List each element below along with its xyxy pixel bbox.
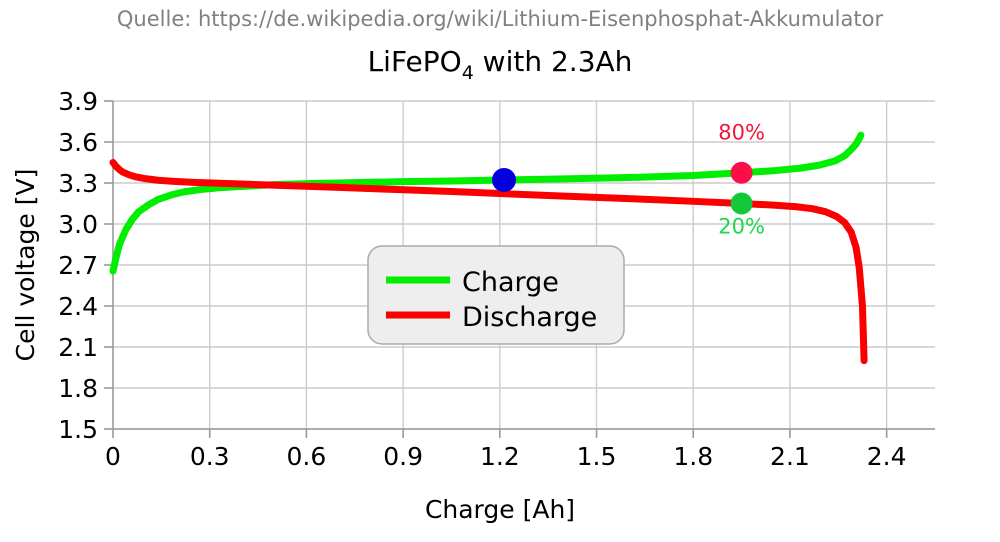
- x-tick-label: 1.2: [480, 442, 520, 471]
- y-tick-label: 1.5: [58, 415, 98, 444]
- charge-80-percent-marker: [730, 161, 753, 184]
- chart-title-suffix: with 2.3Ah: [474, 45, 633, 78]
- discharge-20-percent-marker: [730, 192, 753, 215]
- chart-legend[interactable]: Charge Discharge: [367, 245, 625, 345]
- chart-title: LiFePO4 with 2.3Ah: [368, 45, 633, 84]
- annotations-group: 80% 20%: [718, 120, 765, 238]
- legend-label-discharge[interactable]: Discharge: [462, 302, 597, 333]
- chart-title-prefix: LiFePO: [368, 45, 462, 78]
- x-tick-label: 1.5: [577, 442, 617, 471]
- y-axis-title: Cell voltage [V]: [11, 169, 40, 362]
- y-tick-label: 2.4: [58, 292, 98, 321]
- x-tick-label: 2.4: [867, 442, 907, 471]
- crossover-marker: [492, 167, 517, 192]
- series-line-charge: [109, 131, 865, 275]
- annotation-20-percent: 20%: [718, 215, 765, 239]
- legend-background: [367, 245, 625, 345]
- y-tick-label: 2.7: [58, 251, 98, 280]
- y-axis-tick-labels: 1.5 1.8 2.1 2.4 2.7 3.0 3.3 3.6 3.9: [58, 87, 98, 444]
- x-tick-label: 0: [105, 442, 121, 471]
- annotation-80-percent: 80%: [718, 120, 765, 144]
- x-tick-label: 0.6: [287, 442, 327, 471]
- x-tick-label: 1.8: [673, 442, 713, 471]
- x-tick-label: 0.9: [383, 442, 423, 471]
- series-line-discharge: [109, 159, 868, 365]
- x-tick-label: 0.3: [190, 442, 230, 471]
- source-attribution: Quelle: https://de.wikipedia.org/wiki/Li…: [117, 7, 884, 31]
- y-tick-label: 3.9: [58, 87, 98, 116]
- data-series-group: [109, 131, 868, 365]
- y-tick-label: 3.6: [58, 128, 98, 157]
- x-axis-tick-labels: 0 0.3 0.6 0.9 1.2 1.5 1.8 2.1 2.4: [105, 442, 906, 471]
- chart-title-subscript: 4: [462, 62, 474, 84]
- y-tick-label: 1.8: [58, 374, 98, 403]
- y-tick-label: 3.0: [58, 210, 98, 239]
- data-markers-group: [492, 161, 753, 215]
- x-tick-label: 2.1: [770, 442, 810, 471]
- legend-label-charge[interactable]: Charge: [462, 267, 559, 298]
- x-axis-title: Charge [Ah]: [425, 495, 575, 524]
- y-tick-label: 3.3: [58, 169, 98, 198]
- y-tick-label: 2.1: [58, 333, 98, 362]
- tick-marks: [104, 100, 888, 438]
